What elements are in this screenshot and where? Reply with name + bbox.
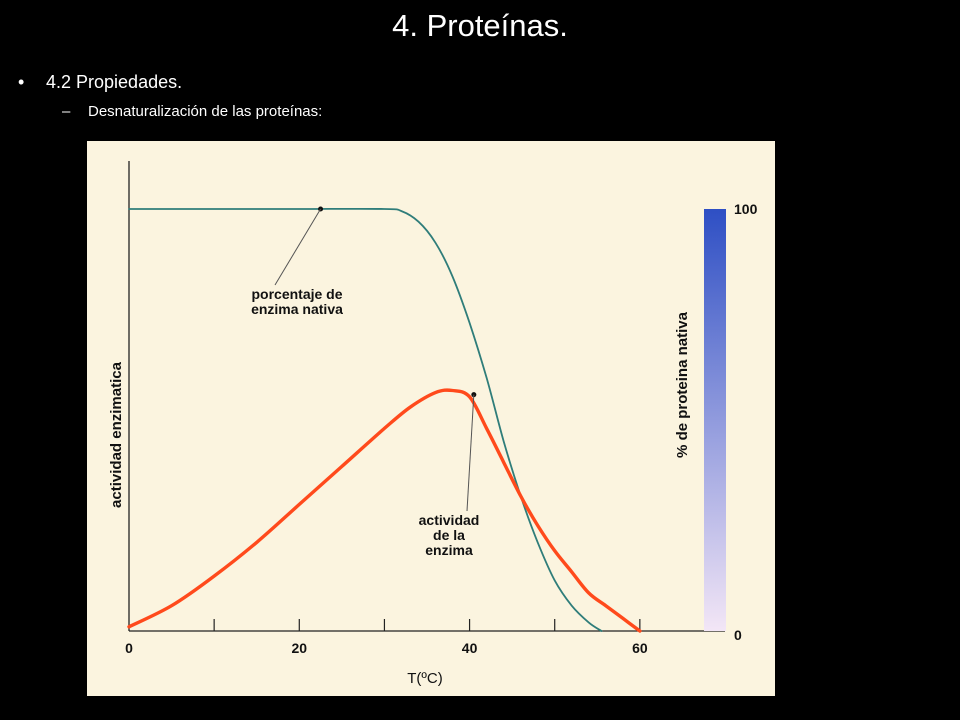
bullet-level-2: – Desnaturalización de las proteínas: [62,103,322,120]
annotation-leader [274,208,322,286]
y2-tick-label: 0 [734,627,742,643]
native-percent-colorbar [704,209,726,631]
chart-svg: T(ºC) actividad enzimatica % de proteina… [87,141,775,696]
bullet-marker: • [18,72,25,92]
annotation-leader [466,394,475,512]
x-tick-label: 0 [125,640,133,656]
annotation-label: porcentaje de [251,286,342,302]
annotation-label: de la [433,527,465,543]
bullet-text: 4.2 Propiedades. [46,72,183,92]
y-axis-label: actividad enzimatica [108,361,125,508]
x-tick-label: 40 [462,640,478,656]
annotation-label: enzima [425,542,473,558]
chart-background [87,141,775,696]
y2-axis-label: % de proteina nativa [674,311,691,458]
dash-marker: – [62,103,71,120]
bullet-text: Desnaturalización de las proteínas: [88,103,323,120]
x-tick-label: 20 [291,640,307,656]
series-line-native [128,207,603,632]
x-axis-label: T(ºC) [407,670,442,687]
slide-title: 4. Proteínas. [392,8,568,43]
annotation-label: enzima nativa [251,301,343,317]
annotation-label: actividad [419,512,480,528]
series-line-activity [127,388,642,633]
denaturation-chart: T(ºC) actividad enzimatica % de proteina… [87,141,775,696]
bullet-level-1: • 4.2 Propiedades. [18,72,182,93]
x-tick-label: 60 [632,640,648,656]
y2-tick-label: 100 [734,201,758,217]
